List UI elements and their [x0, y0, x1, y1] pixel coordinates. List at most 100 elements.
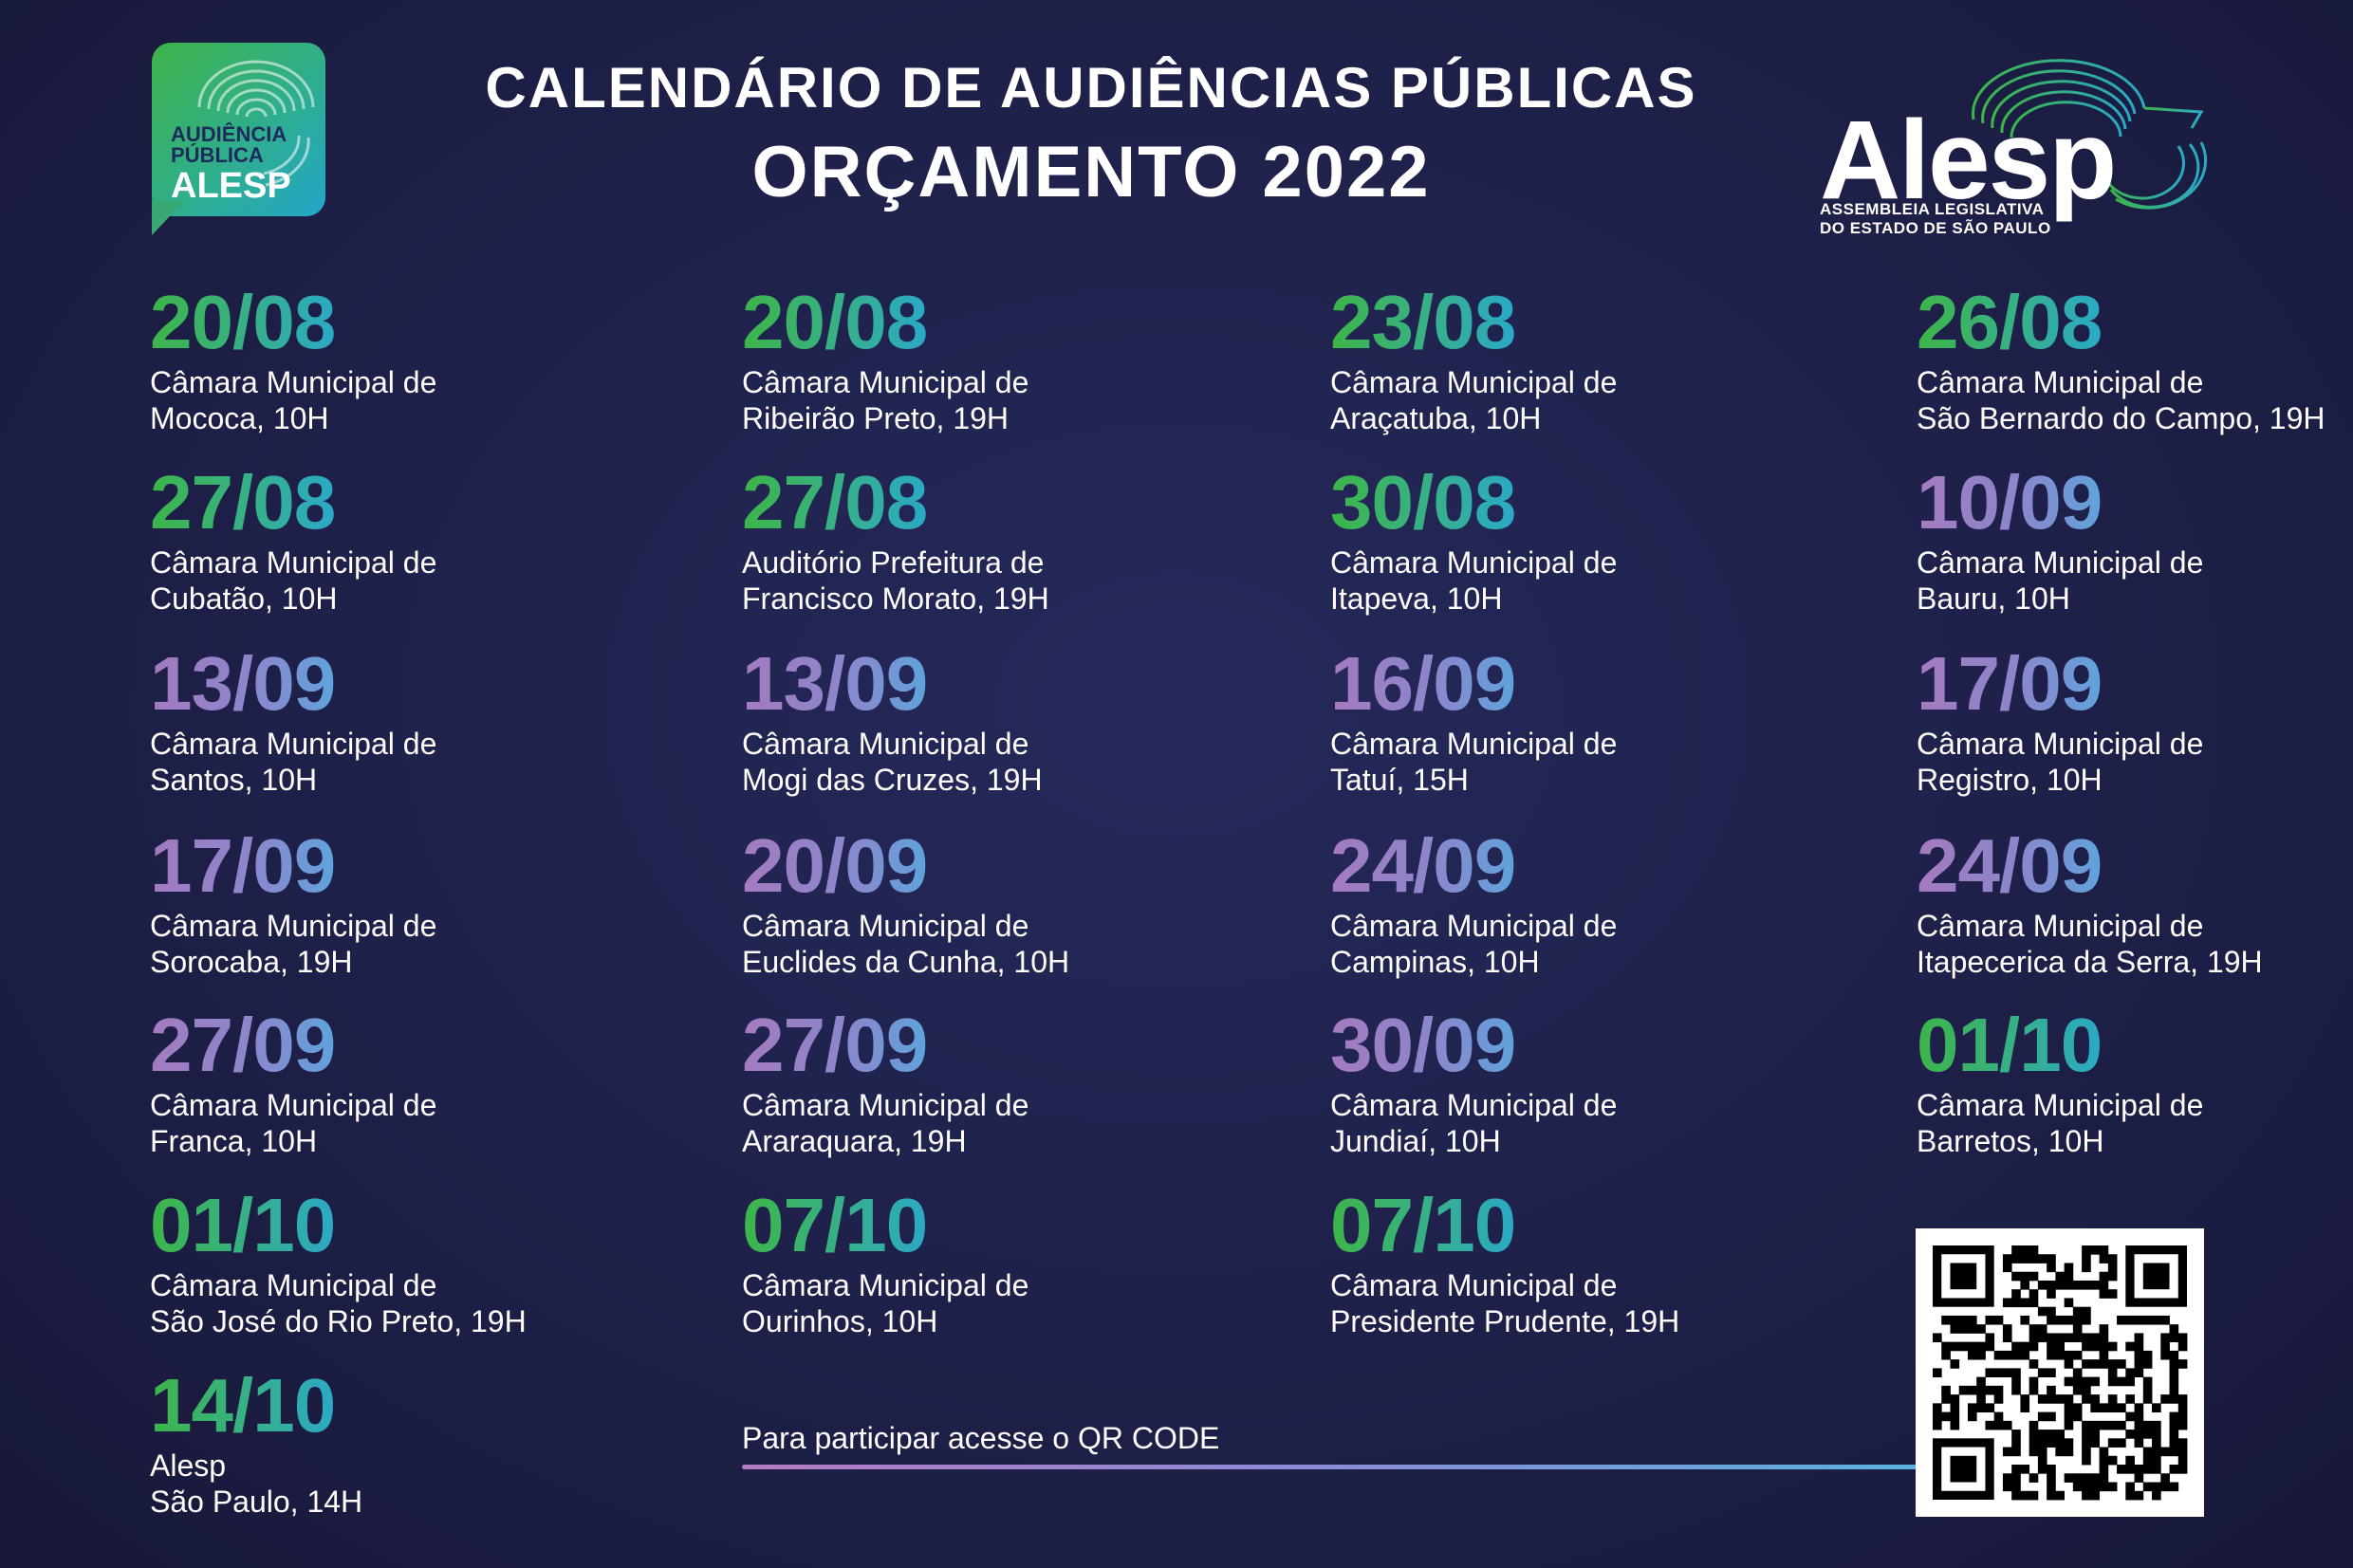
event-item: 17/09 Câmara Municipal de Sorocaba, 19H — [150, 828, 719, 980]
event-city-time: Campinas, 10H — [1330, 945, 1540, 979]
event-city-time: Cubatão, 10H — [150, 581, 338, 616]
event-city-time: Mococa, 10H — [150, 401, 329, 435]
event-date: 16/09 — [1330, 641, 1516, 726]
qr-code[interactable] — [1916, 1228, 2204, 1517]
event-item: 01/10 Câmara Municipal de São José do Ri… — [150, 1188, 719, 1339]
event-item: 20/08 Câmara Municipal de Ribeirão Preto… — [742, 285, 1311, 436]
event-venue: Câmara Municipal de — [1917, 1088, 2204, 1122]
event-venue: Câmara Municipal de — [1330, 909, 1618, 943]
alesp-wordmark: Alesp — [1820, 98, 2117, 223]
event-city-time: Bauru, 10H — [1917, 581, 2070, 616]
event-date: 01/10 — [150, 1183, 336, 1267]
badge-line3: ALESP — [171, 166, 291, 206]
event-venue: Câmara Municipal de — [150, 727, 437, 761]
event-date: 27/08 — [742, 460, 928, 544]
event-date: 24/09 — [1917, 823, 2103, 908]
event-city-time: Registro, 10H — [1917, 763, 2103, 797]
qr-code-icon — [1933, 1245, 2188, 1501]
cta-underline — [742, 1465, 1918, 1469]
event-city-time: Sorocaba, 19H — [150, 945, 353, 979]
badge-line2: PÚBLICA — [171, 143, 264, 167]
event-item: 20/09 Câmara Municipal de Euclides da Cu… — [742, 828, 1311, 980]
event-item: 10/09 Câmara Municipal de Bauru, 10H — [1917, 465, 2334, 617]
event-item: 30/08 Câmara Municipal de Itapeva, 10H — [1330, 465, 1899, 617]
event-venue: Câmara Municipal de — [1330, 545, 1618, 580]
event-city-time: Barretos, 10H — [1917, 1124, 2104, 1158]
event-venue: Câmara Municipal de — [150, 545, 437, 580]
fingerprint-arcs-icon — [197, 60, 315, 187]
alesp-subtitle-2: DO ESTADO DE SÃO PAULO — [1820, 219, 2051, 237]
event-date: 23/08 — [1330, 280, 1516, 364]
event-city-time: São Paulo, 14H — [150, 1485, 363, 1519]
event-venue: Câmara Municipal de — [742, 365, 1029, 399]
event-item: 23/08 Câmara Municipal de Araçatuba, 10H — [1330, 285, 1899, 436]
event-city-time: Euclides da Cunha, 10H — [742, 945, 1070, 979]
event-item: 07/10 Câmara Municipal de Presidente Pru… — [1330, 1188, 1899, 1339]
event-venue: Câmara Municipal de — [1917, 909, 2204, 943]
alesp-logo: Alesp ASSEMBLEIA LEGISLATIVA DO ESTADO D… — [1812, 38, 2211, 247]
event-city-time: Francisco Morato, 19H — [742, 581, 1049, 616]
event-city-time: São José do Rio Preto, 19H — [150, 1304, 527, 1338]
event-city-time: Ourinhos, 10H — [742, 1304, 938, 1338]
title-line2: ORÇAMENTO 2022 — [751, 132, 1431, 212]
title-line1: CALENDÁRIO DE AUDIÊNCIAS PÚBLICAS — [485, 56, 1697, 120]
event-date: 27/09 — [150, 1003, 336, 1087]
event-venue: Câmara Municipal de — [150, 365, 437, 399]
event-item: 24/09 Câmara Municipal de Campinas, 10H — [1330, 828, 1899, 980]
event-item: 30/09 Câmara Municipal de Jundiaí, 10H — [1330, 1007, 1899, 1159]
event-city-time: Mogi das Cruzes, 19H — [742, 763, 1043, 797]
event-city-time: Araraquara, 19H — [742, 1124, 967, 1158]
event-item: 26/08 Câmara Municipal de São Bernardo d… — [1917, 285, 2334, 436]
event-item: 13/09 Câmara Municipal de Santos, 10H — [150, 646, 719, 798]
event-item: 07/10 Câmara Municipal de Ourinhos, 10H — [742, 1188, 1311, 1339]
event-city-time: Santos, 10H — [150, 763, 318, 797]
event-date: 14/10 — [150, 1363, 336, 1448]
event-city-time: Franca, 10H — [150, 1124, 318, 1158]
event-item: 27/08 Auditório Prefeitura de Francisco … — [742, 465, 1311, 617]
badge-line1: AUDIÊNCIA — [171, 122, 287, 146]
event-item: 27/08 Câmara Municipal de Cubatão, 10H — [150, 465, 719, 617]
event-city-time: Itapecerica da Serra, 19H — [1917, 945, 2263, 979]
event-item: 27/09 Câmara Municipal de Franca, 10H — [150, 1007, 719, 1159]
event-venue: Câmara Municipal de — [1917, 365, 2204, 399]
event-date: 30/08 — [1330, 460, 1516, 544]
event-date: 26/08 — [1917, 280, 2103, 364]
event-date: 20/09 — [742, 823, 928, 908]
event-city-time: Presidente Prudente, 19H — [1330, 1304, 1680, 1338]
event-city-time: Jundiaí, 10H — [1330, 1124, 1501, 1158]
event-item: 13/09 Câmara Municipal de Mogi das Cruze… — [742, 646, 1311, 798]
event-venue: Câmara Municipal de — [742, 909, 1029, 943]
event-date: 07/10 — [742, 1183, 928, 1267]
event-venue: Câmara Municipal de — [1330, 1268, 1618, 1302]
cta-text: Para participar acesse o QR CODE — [742, 1421, 1220, 1455]
event-venue: Câmara Municipal de — [150, 1268, 437, 1302]
event-city-time: Itapeva, 10H — [1330, 581, 1503, 616]
event-city-time: São Bernardo do Campo, 19H — [1917, 401, 2325, 435]
alesp-subtitle-1: ASSEMBLEIA LEGISLATIVA — [1820, 200, 2045, 218]
event-venue: Câmara Municipal de — [150, 1088, 437, 1122]
event-item: 27/09 Câmara Municipal de Araraquara, 19… — [742, 1007, 1311, 1159]
event-venue: Câmara Municipal de — [1917, 727, 2204, 761]
event-date: 13/09 — [742, 641, 928, 726]
event-date: 10/09 — [1917, 460, 2103, 544]
event-date: 17/09 — [150, 823, 336, 908]
event-venue: Câmara Municipal de — [742, 727, 1029, 761]
event-venue: Câmara Municipal de — [742, 1088, 1029, 1122]
event-city-time: Tatuí, 15H — [1330, 763, 1469, 797]
event-item: 17/09 Câmara Municipal de Registro, 10H — [1917, 646, 2334, 798]
event-item: 16/09 Câmara Municipal de Tatuí, 15H — [1330, 646, 1899, 798]
event-item: 14/10 Alesp São Paulo, 14H — [150, 1368, 719, 1520]
event-item: 24/09 Câmara Municipal de Itapecerica da… — [1917, 828, 2334, 980]
event-date: 17/09 — [1917, 641, 2103, 726]
event-venue: Câmara Municipal de — [1330, 365, 1618, 399]
event-venue: Câmara Municipal de — [1330, 1088, 1618, 1122]
event-date: 13/09 — [150, 641, 336, 726]
event-date: 27/09 — [742, 1003, 928, 1087]
event-venue: Auditório Prefeitura de — [742, 545, 1045, 580]
event-venue: Câmara Municipal de — [1330, 727, 1618, 761]
event-city-time: Ribeirão Preto, 19H — [742, 401, 1010, 435]
event-date: 20/08 — [150, 280, 336, 364]
event-date: 24/09 — [1330, 823, 1516, 908]
event-date: 01/10 — [1917, 1003, 2103, 1087]
